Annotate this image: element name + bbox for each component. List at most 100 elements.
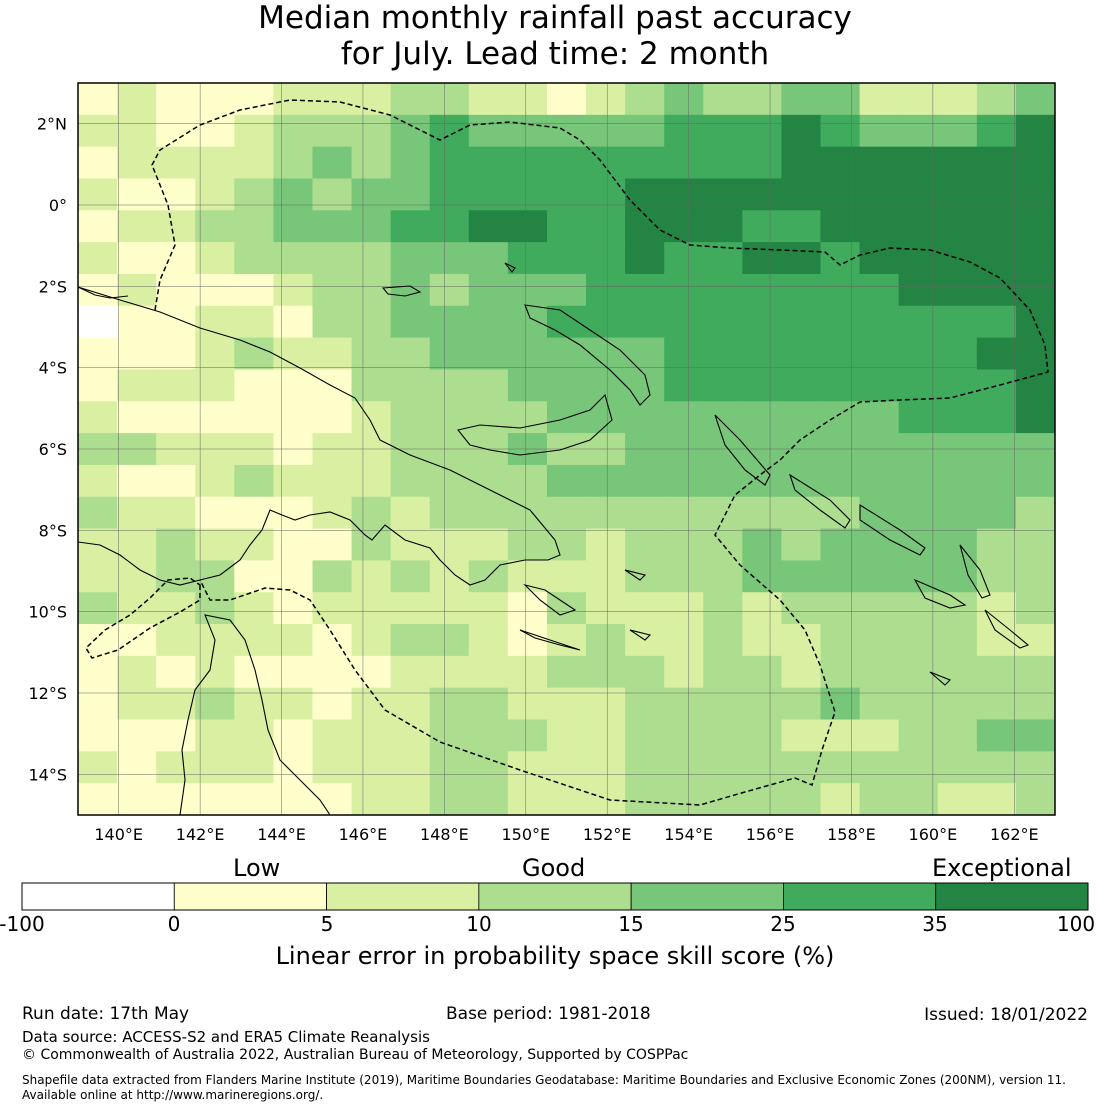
skill-cell [820, 560, 861, 593]
skill-cell [937, 146, 978, 180]
skill-cell [234, 114, 274, 148]
skill-cell [507, 783, 548, 815]
skill-cell [78, 719, 118, 752]
longitude-ticks: 140°E 142°E 144°E 146°E 148°E 150°E 152°E 154°E… [94, 825, 1038, 844]
skill-cell [507, 401, 548, 434]
skill-cell [664, 528, 704, 561]
skill-cell [195, 687, 235, 721]
skill-cell [937, 528, 978, 561]
coastline-new-britain [457, 393, 613, 456]
skill-cell [859, 178, 900, 211]
skill-cell [429, 560, 470, 593]
skill-cell [546, 719, 587, 752]
skill-cell [937, 210, 978, 243]
skill-cell [78, 146, 118, 180]
skill-cell [273, 337, 314, 371]
coastline-admiralty [504, 262, 516, 273]
longitude-tick-label: 142°E [176, 825, 225, 844]
skill-cell [234, 687, 274, 721]
skill-cell [156, 305, 196, 339]
skill-cell [898, 751, 939, 784]
skill-cell [312, 783, 353, 815]
skill-cell [859, 337, 900, 371]
skill-cell [898, 464, 939, 498]
latitude-tick-label: 2°N [37, 115, 67, 134]
skill-cell [781, 178, 822, 211]
skill-cell [234, 273, 274, 307]
skill-cell [429, 592, 470, 625]
skill-cell [312, 624, 353, 657]
skill-cell [390, 83, 431, 116]
skill-cell [351, 305, 392, 339]
skill-cell [117, 783, 157, 815]
skill-cell [664, 687, 704, 721]
colorbar-tick: 100 [1056, 912, 1096, 936]
skill-cell [898, 592, 939, 625]
skill-cell [195, 719, 235, 752]
skill-cell [195, 783, 235, 815]
skill-cell [312, 528, 353, 561]
skill-cell [156, 528, 196, 561]
skill-cell [664, 464, 704, 498]
skill-cell [664, 496, 704, 530]
skill-cell [703, 496, 743, 530]
skill-cell [117, 210, 157, 243]
skill-cell [273, 496, 314, 530]
skill-cell [703, 592, 743, 625]
skill-cell [78, 401, 118, 434]
skill-cell [507, 210, 548, 243]
skill-cell [742, 401, 783, 434]
skill-cell [586, 783, 626, 815]
colorbar-label: Linear error in probability space skill … [275, 942, 835, 970]
coastline-rennell [929, 671, 951, 686]
coastline-malaita [959, 544, 991, 599]
skill-cell [507, 433, 548, 466]
colorbar-swatch [326, 882, 480, 911]
skill-cell [546, 592, 587, 625]
skill-cell [117, 178, 157, 211]
skill-cell [351, 464, 392, 498]
skill-cell [976, 687, 1017, 721]
skill-cell [546, 624, 587, 657]
skill-cell [859, 464, 900, 498]
skill-cell [976, 783, 1017, 815]
skill-cell [312, 751, 353, 784]
skill-cell [468, 751, 509, 784]
latitude-tick-label: 12°S [28, 684, 67, 703]
skill-cell [586, 83, 626, 116]
skill-cell [976, 337, 1017, 371]
skill-cell [312, 83, 353, 116]
skill-cell [546, 528, 587, 561]
map-title-line-2: for July. Lead time: 2 month [340, 36, 770, 72]
colorbar-swatch [783, 882, 937, 911]
skill-cell [429, 146, 470, 180]
skill-cell [78, 624, 118, 657]
skill-cell [1015, 401, 1055, 434]
skill-cell [625, 146, 665, 180]
skill-cell [195, 496, 235, 530]
skill-cell [429, 687, 470, 721]
skill-cell [625, 401, 665, 434]
skill-cell [781, 624, 822, 657]
skill-cell [546, 496, 587, 530]
skill-cell [703, 83, 743, 116]
skill-cell [546, 687, 587, 721]
skill-cell [976, 496, 1017, 530]
skill-cell [429, 178, 470, 211]
skill-cell [820, 464, 861, 498]
skill-cell [351, 528, 392, 561]
skill-cell [586, 528, 626, 561]
skill-cell [390, 401, 431, 434]
skill-cell [742, 592, 783, 625]
skill-cell [468, 146, 509, 180]
longitude-tick-label: 152°E [583, 825, 632, 844]
skill-cell [898, 210, 939, 243]
skill-cell [234, 528, 274, 561]
skill-cell [273, 560, 314, 593]
skill-cell [351, 655, 392, 689]
skill-cell [1015, 751, 1055, 784]
skill-cell [625, 655, 665, 689]
colorbar-tick: 35 [922, 912, 948, 936]
skill-cell [781, 719, 822, 752]
skill-cell [117, 528, 157, 561]
